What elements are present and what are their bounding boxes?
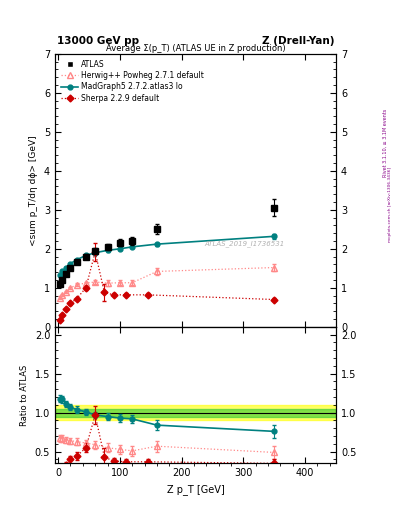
- Text: ATLAS_2019_I1736531: ATLAS_2019_I1736531: [204, 240, 284, 247]
- Text: Z (Drell-Yan): Z (Drell-Yan): [262, 36, 334, 46]
- Text: mcplots.cern.ch [arXiv:1306.3436]: mcplots.cern.ch [arXiv:1306.3436]: [388, 167, 392, 242]
- Y-axis label: <sum p_T/dη dϕ> [GeV]: <sum p_T/dη dϕ> [GeV]: [29, 135, 39, 246]
- Text: 13000 GeV pp: 13000 GeV pp: [57, 36, 139, 46]
- Bar: [55, 409, 336, 417]
- Text: Rivet 3.1.10, ≥ 3.1M events: Rivet 3.1.10, ≥ 3.1M events: [383, 109, 387, 178]
- Bar: [55, 405, 336, 420]
- Legend: ATLAS, Herwig++ Powheg 2.7.1 default, MadGraph5 2.7.2.atlas3 lo, Sherpa 2.2.9 de: ATLAS, Herwig++ Powheg 2.7.1 default, Ma…: [59, 57, 206, 105]
- Y-axis label: Ratio to ATLAS: Ratio to ATLAS: [20, 365, 29, 425]
- Title: Average Σ(p_T) (ATLAS UE in Z production): Average Σ(p_T) (ATLAS UE in Z production…: [106, 44, 285, 53]
- X-axis label: Z p_T [GeV]: Z p_T [GeV]: [167, 484, 224, 495]
